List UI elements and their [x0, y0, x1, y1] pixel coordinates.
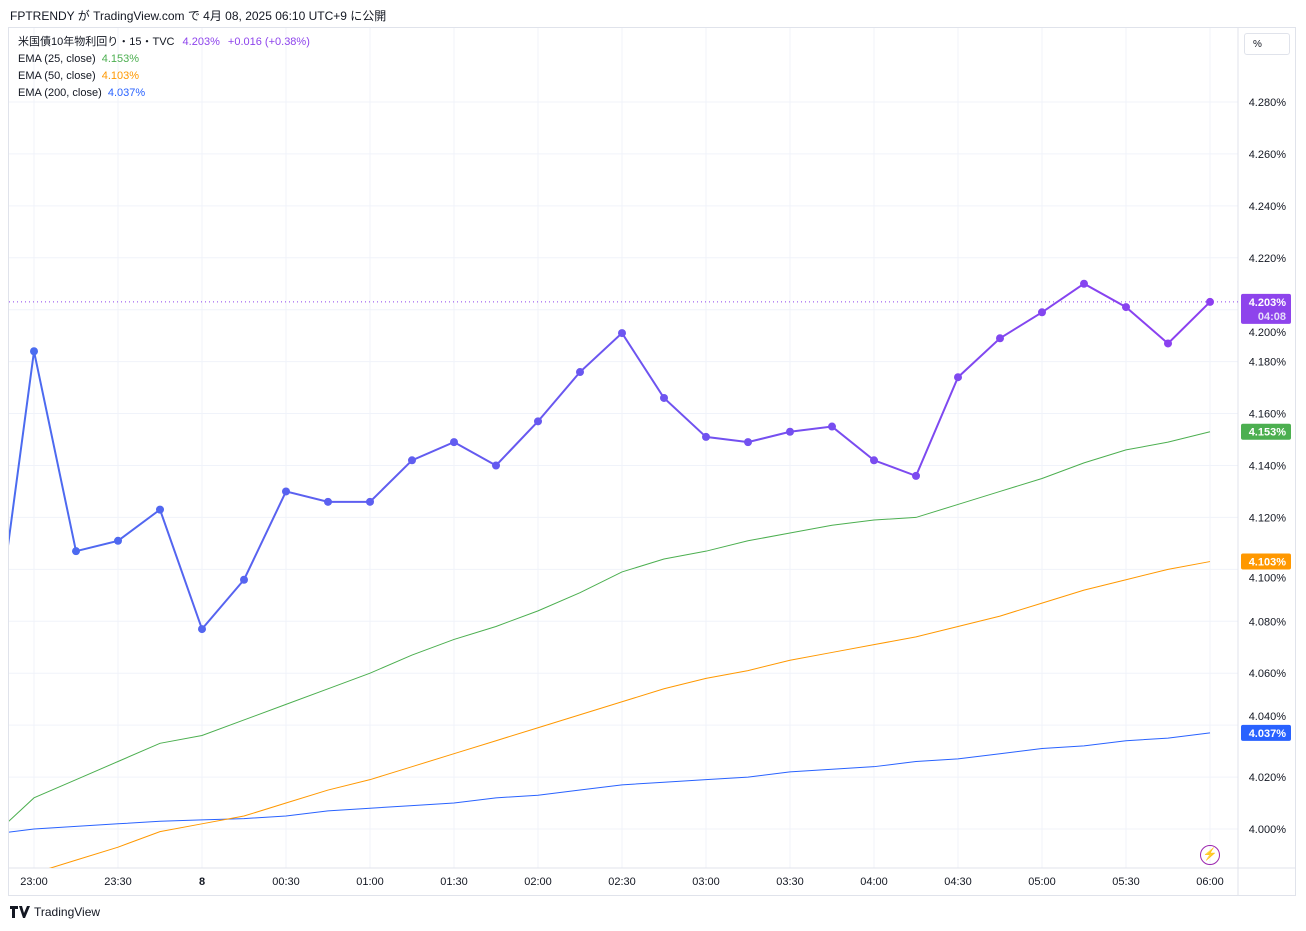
x-tick-label: 00:30 [272, 876, 300, 888]
price-point [72, 547, 80, 556]
last-price-badge-text: 04:08 [1258, 311, 1286, 323]
ema25-badge: 4.153% [1241, 423, 1291, 440]
y-tick-label: 4.260% [1249, 149, 1287, 161]
chart-pane [9, 279, 1238, 868]
x-tick-label: 02:30 [608, 876, 636, 888]
symbol-change: +0.016 (+0.38%) [227, 36, 310, 48]
x-tick-label: 04:00 [860, 876, 888, 888]
ema50-value: 4.103% [101, 70, 140, 82]
ema200-value: 4.037% [107, 87, 146, 99]
ema50-line [48, 561, 1211, 868]
price-point [156, 505, 164, 514]
price-point [366, 497, 374, 506]
price-point [996, 334, 1004, 343]
y-tick-label: 4.120% [1249, 512, 1287, 524]
x-tick-label: 01:30 [440, 876, 468, 888]
y-tick-label: 4.020% [1249, 772, 1287, 784]
ema25-badge-text: 4.153% [1249, 427, 1287, 439]
price-point [324, 497, 332, 506]
price-point [912, 471, 920, 480]
ema50-badge: 4.103% [1241, 553, 1291, 570]
price-point [408, 456, 416, 465]
price-point [1080, 279, 1088, 288]
x-tick-label: 23:30 [104, 876, 132, 888]
price-point [702, 432, 710, 441]
ema200-badge: 4.037% [1241, 724, 1291, 741]
price-point [1164, 339, 1172, 348]
publish-header: FPTRENDY が TradingView.com で 4月 08, 2025… [10, 9, 387, 23]
price-point [786, 427, 794, 436]
price-point [1122, 303, 1130, 312]
price-point [870, 456, 878, 465]
price-point [30, 347, 38, 356]
symbol-name: 米国債10年物利回り・15・TVC [18, 36, 175, 48]
price-point [618, 329, 626, 338]
tradingview-logo[interactable]: TradingView [10, 905, 100, 919]
y-tick-label: 4.200% [1249, 327, 1287, 339]
y-tick-label: 4.240% [1249, 201, 1287, 213]
legend-symbol-row[interactable]: 米国債10年物利回り・15・TVC 4.203% +0.016 (+0.38%) [18, 34, 310, 51]
chart-frame [8, 27, 1296, 896]
price-point [282, 487, 290, 496]
lightning-icon[interactable]: ⚡ [1200, 845, 1220, 865]
last-price-badge-text: 4.203% [1249, 297, 1287, 309]
price-point [744, 438, 752, 447]
x-tick-label: 23:00 [20, 876, 48, 888]
last-price-badge: 4.203% 04:08 [1241, 293, 1291, 324]
y-tick-label: 4.100% [1249, 573, 1287, 585]
symbol-price: 4.203% [182, 36, 220, 48]
price-point [240, 575, 248, 584]
legend: 米国債10年物利回り・15・TVC 4.203% +0.016 (+0.38%)… [18, 34, 310, 102]
x-tick-label: 03:00 [692, 876, 720, 888]
legend-ema25[interactable]: EMA (25, close) 4.153% [18, 51, 310, 68]
y-tick-label: 4.000% [1249, 824, 1287, 836]
x-tick-label: 03:30 [776, 876, 804, 888]
y-tick-label: 4.160% [1249, 409, 1287, 421]
ema50-label: EMA (50, close) [18, 70, 96, 82]
brand-name: TradingView [34, 905, 101, 919]
ema25-label: EMA (25, close) [18, 53, 96, 65]
y-tick-label: 4.060% [1249, 668, 1287, 680]
price-point [492, 461, 500, 470]
x-tick-label: 04:30 [944, 876, 972, 888]
x-tick-label: 06:00 [1196, 876, 1224, 888]
price-line [9, 282, 1211, 632]
price-point [954, 373, 962, 382]
ema25-line [9, 431, 1211, 822]
x-tick-label: 8 [199, 876, 205, 888]
y-tick-label: 4.040% [1249, 711, 1287, 723]
price-point [660, 393, 668, 402]
legend-ema50[interactable]: EMA (50, close) 4.103% [18, 68, 310, 85]
price-point [198, 625, 206, 634]
x-tick-label: 05:00 [1028, 876, 1056, 888]
ema200-line [9, 732, 1211, 833]
x-tick-label: 01:00 [356, 876, 384, 888]
y-tick-label: 4.180% [1249, 357, 1287, 369]
ema200-label: EMA (200, close) [18, 87, 102, 99]
price-point [534, 417, 542, 426]
ema25-value: 4.153% [101, 53, 140, 65]
y-tick-label: 4.280% [1249, 97, 1287, 109]
price-point [1206, 297, 1214, 306]
y-tick-label: 4.220% [1249, 253, 1287, 265]
x-tick-label: 02:00 [524, 876, 552, 888]
ema50-badge-text: 4.103% [1249, 557, 1287, 569]
y-tick-label: 4.080% [1249, 616, 1287, 628]
price-point [576, 368, 584, 377]
price-point [828, 422, 836, 431]
price-point [450, 438, 458, 447]
ema200-badge-text: 4.037% [1249, 728, 1287, 740]
x-tick-label: 05:30 [1112, 876, 1140, 888]
y-tick-label: 4.140% [1249, 460, 1287, 472]
percent-scale-button[interactable]: % [1244, 33, 1290, 55]
price-point [1038, 308, 1046, 317]
tradingview-logo-icon [10, 906, 30, 918]
price-point [114, 536, 122, 545]
legend-ema200[interactable]: EMA (200, close) 4.037% [18, 85, 310, 102]
